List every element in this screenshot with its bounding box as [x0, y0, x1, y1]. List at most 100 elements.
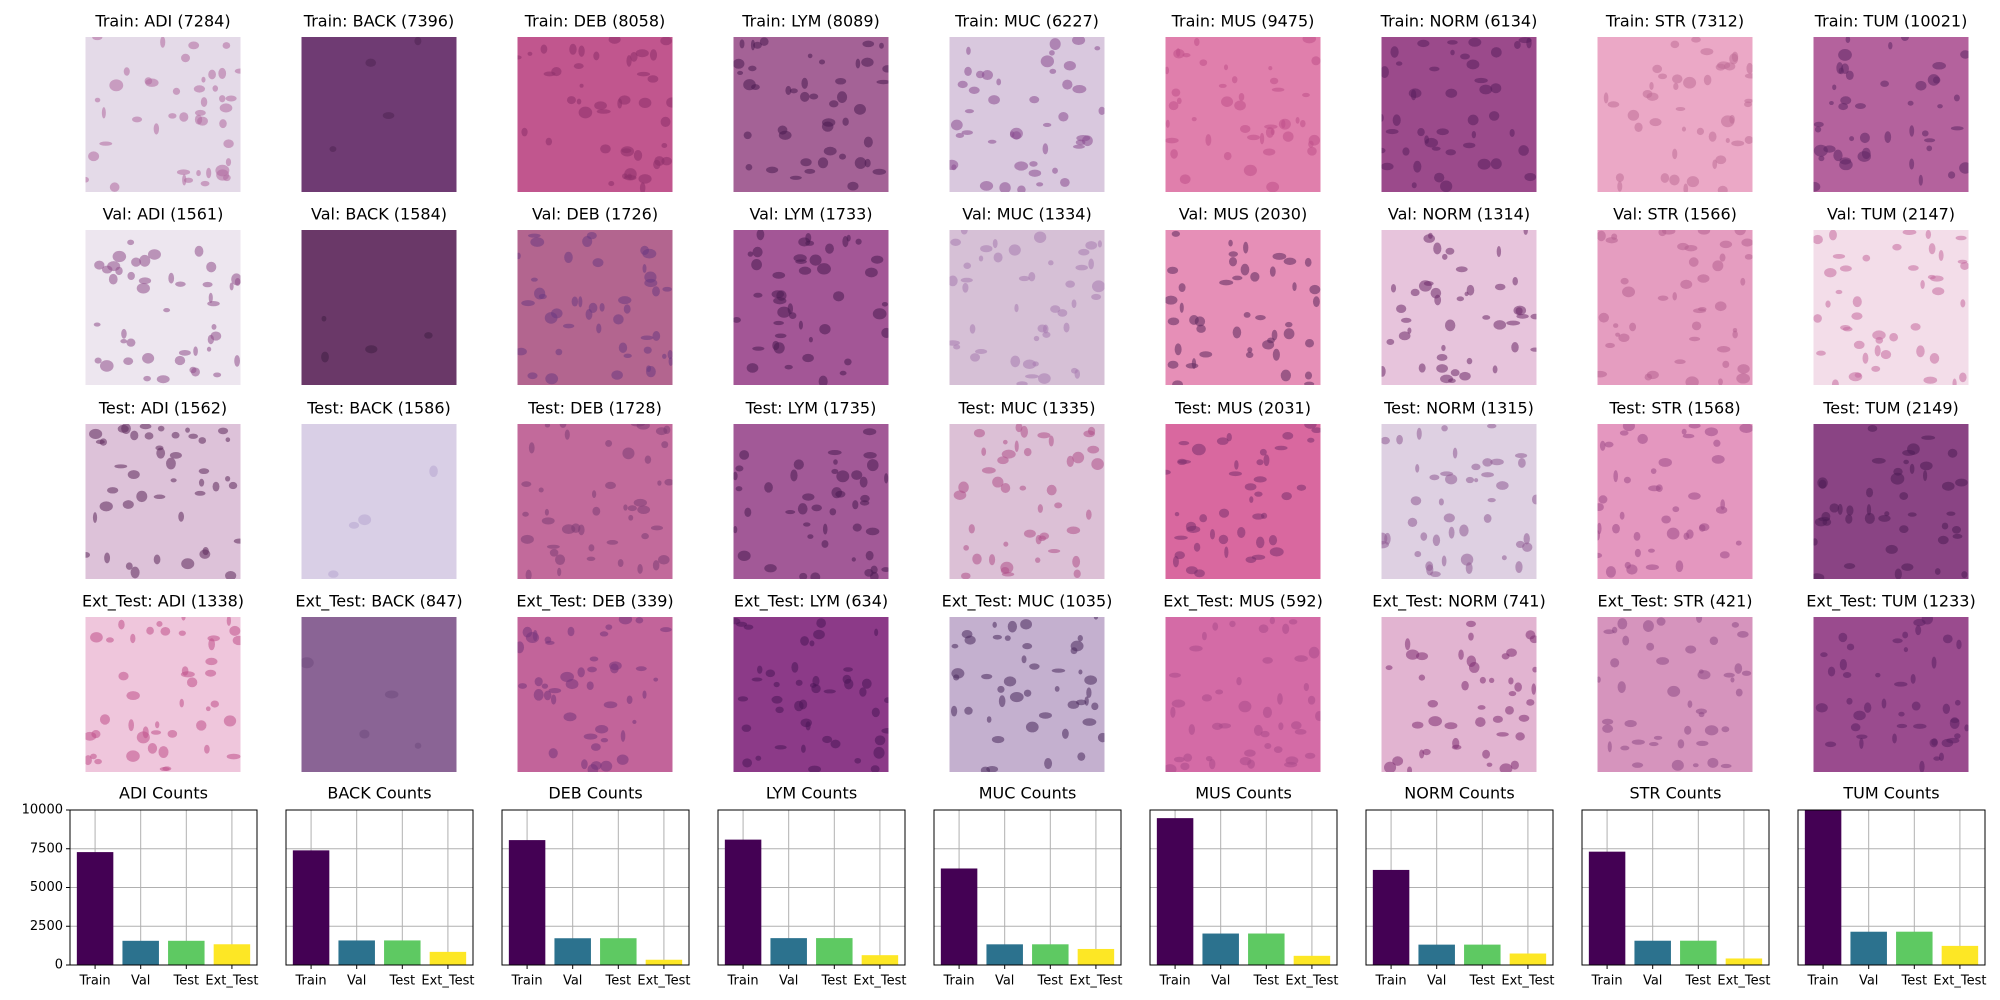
tile-texture — [194, 109, 206, 116]
tile-texture — [1413, 160, 1422, 173]
tile-texture — [1523, 230, 1528, 235]
bar — [338, 940, 375, 965]
tile-texture — [89, 428, 103, 440]
tile-texture — [653, 159, 661, 170]
tile-texture — [178, 511, 185, 522]
tile-texture — [842, 674, 852, 684]
tile-texture — [1815, 703, 1828, 713]
tile-texture — [1814, 126, 1822, 133]
tile-texture — [870, 255, 884, 264]
tile-texture — [1033, 335, 1040, 342]
bar — [1202, 933, 1239, 965]
tile-texture — [605, 624, 613, 630]
tile-texture — [1305, 339, 1315, 348]
tile-texture — [1436, 128, 1449, 136]
tile-texture — [1691, 321, 1702, 331]
tile-texture — [1605, 342, 1615, 349]
tile-texture — [816, 618, 826, 628]
tile-texture — [771, 290, 785, 299]
tile-texture — [94, 758, 102, 765]
tile-texture — [1631, 762, 1644, 768]
tile-texture — [1932, 287, 1945, 296]
tile-texture — [1415, 464, 1420, 473]
tile-texture — [1866, 487, 1874, 498]
tile-texture — [1040, 55, 1055, 68]
tile-texture — [143, 375, 151, 382]
tile-texture — [365, 345, 378, 354]
tile-texture — [211, 324, 217, 330]
tile-texture — [1307, 437, 1315, 443]
tile-texture — [1304, 371, 1313, 380]
tile-texture — [1019, 485, 1027, 491]
tile-texture — [191, 367, 200, 377]
bar — [1372, 869, 1410, 965]
tile-title: Ext_Test: ADI (1338) — [82, 592, 244, 612]
tile-texture — [1189, 645, 1203, 652]
tile-texture — [829, 508, 837, 516]
bar — [213, 944, 251, 965]
tile-texture — [1685, 645, 1697, 654]
tile-texture — [1512, 277, 1518, 286]
tile-texture — [1023, 529, 1036, 538]
tile-texture — [1216, 437, 1229, 445]
tile-texture — [986, 716, 992, 723]
tile-texture — [861, 678, 872, 689]
tile-texture — [120, 339, 128, 344]
tile-texture — [960, 277, 973, 283]
tile-texture — [968, 86, 980, 94]
tile-texture — [1709, 636, 1719, 645]
tile-texture — [1087, 445, 1100, 454]
tile-texture — [817, 157, 829, 169]
tile-texture — [1656, 657, 1670, 665]
tile-texture — [980, 245, 993, 253]
tile-texture — [1929, 353, 1940, 364]
x-tick-label: Test — [1253, 974, 1280, 989]
tissue-image — [1813, 424, 1969, 579]
tile-texture — [1431, 146, 1441, 151]
tile-texture — [198, 478, 205, 487]
tile-texture — [773, 320, 784, 326]
tile-texture — [831, 487, 843, 499]
tile-texture — [109, 182, 120, 192]
tile-texture — [784, 364, 793, 370]
tile-texture — [153, 123, 160, 135]
tile-texture — [1951, 525, 1962, 534]
tile-texture — [1070, 647, 1078, 655]
tile-texture — [854, 104, 866, 115]
tile-texture — [1888, 41, 1893, 50]
tile-texture — [1058, 112, 1069, 122]
tile-texture — [225, 437, 231, 443]
tile-texture — [1014, 161, 1029, 171]
tile-texture — [1441, 344, 1446, 352]
tile-texture — [1716, 346, 1731, 353]
tile-texture — [794, 700, 804, 712]
tile-texture — [198, 468, 210, 475]
tile-texture — [1017, 185, 1026, 192]
tile-texture — [219, 95, 226, 103]
tile-texture — [1001, 449, 1016, 459]
tile-texture — [661, 143, 668, 148]
tile-texture — [1670, 40, 1680, 49]
tile-texture — [741, 724, 752, 732]
tile-texture — [233, 538, 241, 544]
tile-texture — [1167, 360, 1179, 369]
tile-texture — [1014, 303, 1019, 313]
tile-texture — [863, 451, 877, 459]
chart-title: LYM Counts — [766, 784, 857, 803]
tile-texture — [599, 631, 609, 637]
tile-texture — [1405, 649, 1420, 660]
tile-texture — [1408, 88, 1422, 99]
tile-texture — [1444, 722, 1458, 730]
tile-texture — [1846, 505, 1854, 516]
tile-texture — [1199, 59, 1208, 66]
tile-texture — [541, 683, 549, 689]
tile-texture — [1191, 358, 1197, 369]
tissue-image — [1165, 617, 1321, 772]
tile-texture — [800, 718, 812, 728]
tile-title: Test: LYM (1735) — [745, 399, 877, 418]
tile-texture — [802, 353, 814, 363]
tile-texture — [1218, 508, 1230, 518]
tile-texture — [1174, 512, 1180, 517]
tile-texture — [1183, 753, 1193, 762]
tile-texture — [1231, 76, 1238, 84]
